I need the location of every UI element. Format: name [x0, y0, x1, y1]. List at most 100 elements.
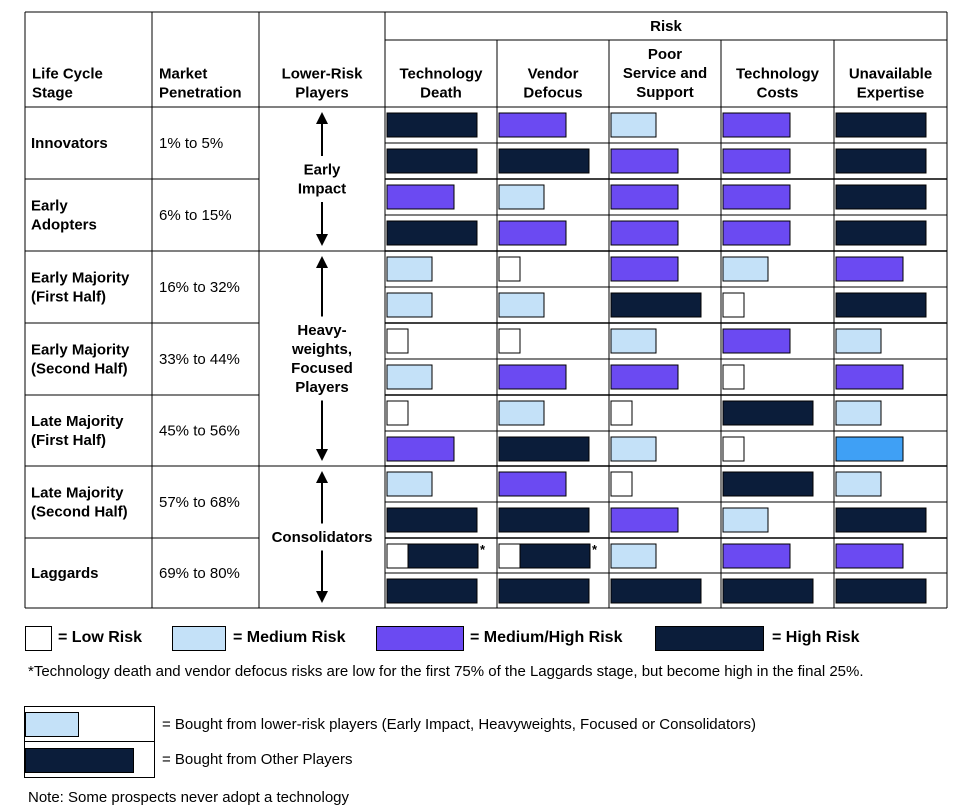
risk-bar [722, 471, 814, 497]
risk-bar [498, 400, 545, 426]
risk-bar [835, 292, 927, 318]
footnote-star: * [592, 542, 598, 557]
risk-bar [610, 328, 657, 354]
risk-bar [386, 112, 478, 138]
risk-bar [722, 148, 791, 174]
risk-bar [835, 364, 904, 390]
risk-bar [386, 148, 478, 174]
legend-medium-high-swatch [376, 626, 464, 651]
risk-bar [386, 256, 433, 282]
risk-bar [498, 184, 545, 210]
risk-bar [722, 184, 791, 210]
stage-name: Late Majority (First Half) [31, 413, 124, 449]
risk-bar [498, 256, 521, 282]
header-risk-column: Vendor Defocus [523, 66, 582, 102]
risk-bar-high [407, 543, 479, 569]
footnote: *Technology death and vendor defocus ris… [28, 663, 864, 680]
risk-bar [835, 148, 927, 174]
risk-bar [498, 328, 521, 354]
stage-penetration: 69% to 80% [159, 565, 240, 582]
risk-bar [835, 220, 927, 246]
risk-bar [722, 256, 769, 282]
risk-header: Risk [650, 18, 682, 35]
risk-bar [835, 578, 927, 604]
risk-bar [386, 578, 478, 604]
risk-bar [386, 400, 409, 426]
bought-lower-risk-swatch [25, 712, 79, 737]
header-lower-risk-players: Lower-Risk Players [282, 66, 364, 102]
arrow-down-icon [316, 234, 328, 246]
stage-name: Laggards [31, 565, 99, 582]
arrow-up-icon [316, 256, 328, 268]
footnote-star: * [480, 542, 486, 557]
risk-bar [498, 112, 567, 138]
risk-bar [610, 184, 679, 210]
risk-bar [498, 507, 590, 533]
risk-bar [386, 328, 409, 354]
risk-bar [722, 543, 791, 569]
stage-name: Late Majority (Second Half) [31, 485, 128, 521]
stage-penetration: 6% to 15% [159, 207, 232, 224]
risk-bar [835, 328, 882, 354]
risk-bar [722, 220, 791, 246]
risk-bar [386, 507, 478, 533]
stage-name: Innovators [31, 135, 108, 152]
risk-bar [610, 112, 657, 138]
risk-bar [386, 436, 455, 462]
risk-bar [610, 436, 657, 462]
bought-other-label: = Bought from Other Players [162, 751, 353, 768]
arrow-down-icon [316, 591, 328, 603]
legend-medium-label: = Medium Risk [233, 629, 346, 646]
risk-bar [610, 507, 679, 533]
bought-other-swatch [25, 748, 134, 773]
risk-bar [835, 256, 904, 282]
risk-bar [835, 436, 904, 462]
legend-low-swatch [25, 626, 52, 651]
risk-bar [835, 400, 882, 426]
risk-bar [610, 471, 633, 497]
player-group-label: Early Impact [298, 162, 346, 198]
risk-bar [610, 578, 702, 604]
header-risk-column: Technology Costs [736, 66, 820, 102]
arrow-down-icon [316, 449, 328, 461]
risk-bar [722, 292, 745, 318]
risk-bar [610, 292, 702, 318]
risk-bar [386, 471, 433, 497]
risk-bar [386, 364, 433, 390]
risk-bar [498, 471, 567, 497]
risk-bar [835, 471, 882, 497]
legend-low-label: = Low Risk [58, 629, 143, 646]
risk-bar-high [519, 543, 591, 569]
stage-penetration: 33% to 44% [159, 351, 240, 368]
risk-bar [386, 220, 478, 246]
header-risk-column: Poor Service and Support [623, 46, 707, 101]
arrow-up-icon [316, 471, 328, 483]
header-risk-column: Technology Death [399, 66, 483, 102]
risk-bar [610, 400, 633, 426]
risk-bar [498, 220, 567, 246]
risk-bar [498, 578, 590, 604]
header-market-penetration: Market Penetration [159, 66, 242, 102]
stage-penetration: 45% to 56% [159, 423, 240, 440]
risk-bar [722, 436, 745, 462]
bought-lower-risk-label: = Bought from lower-risk players (Early … [162, 716, 756, 733]
legend-medium-swatch [172, 626, 226, 651]
arrow-up-icon [316, 112, 328, 124]
risk-bar [610, 148, 679, 174]
risk-bar [386, 184, 455, 210]
player-group-label: Heavy-weights, Focused Players [291, 322, 353, 396]
risk-bar [498, 292, 545, 318]
risk-bar [610, 256, 679, 282]
risk-bar [386, 292, 433, 318]
header-risk-column: Unavailable Expertise [849, 66, 932, 102]
risk-bar [498, 364, 567, 390]
risk-bar [610, 364, 679, 390]
risk-bar [722, 364, 745, 390]
stage-name: Early Adopters [31, 198, 97, 234]
header-life-cycle-stage: Life Cycle Stage [32, 66, 103, 102]
risk-bar [835, 543, 904, 569]
risk-bar [722, 112, 791, 138]
stage-name: Early Majority (First Half) [31, 270, 130, 306]
risk-bar [498, 436, 590, 462]
